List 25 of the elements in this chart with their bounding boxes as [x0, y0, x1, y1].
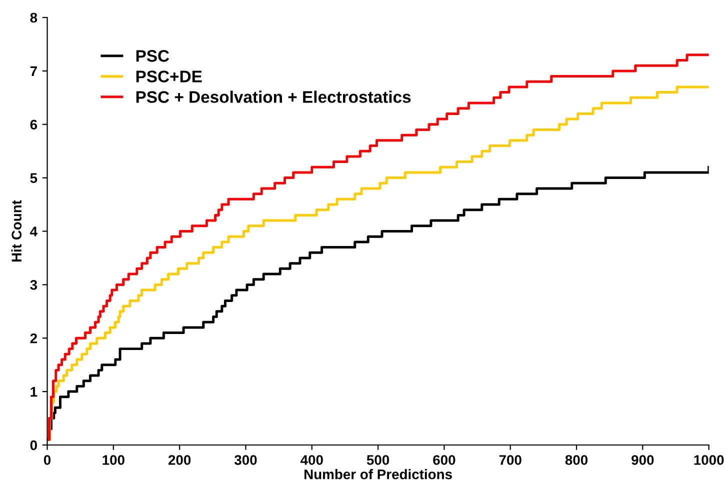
y-tick-label: 3 — [30, 280, 38, 290]
y-tick-label: 0 — [30, 440, 37, 450]
legend-label: PSC + Desolvation + Electrostatics — [136, 90, 411, 103]
x-tick-label: 0 — [44, 455, 51, 465]
legend-label: PSC+DE — [136, 70, 202, 82]
x-tick-label: 200 — [168, 455, 191, 465]
x-tick-label: 400 — [300, 455, 323, 465]
x-tick-label: 900 — [632, 455, 654, 465]
x-tick-label: 800 — [565, 455, 588, 465]
y-tick-label: 2 — [30, 333, 37, 344]
y-tick-label: 4 — [30, 226, 38, 236]
x-axis-title: Number of Predictions — [304, 469, 452, 480]
y-tick-label: 5 — [30, 173, 38, 183]
x-tick-label: 500 — [366, 455, 390, 465]
y-axis-title: Hit Count — [11, 200, 22, 262]
x-tick-label: 600 — [433, 455, 456, 465]
legend-label: PSC — [136, 50, 170, 62]
x-tick-label: 1000 — [694, 455, 724, 465]
x-tick-label: 100 — [102, 455, 124, 465]
x-tick-label: 300 — [234, 455, 257, 465]
x-tick-label: 700 — [499, 455, 522, 465]
y-tick-label: 8 — [30, 12, 38, 23]
y-tick-label: 7 — [30, 66, 37, 76]
y-tick-label: 1 — [30, 387, 38, 397]
y-tick-label: 6 — [30, 120, 38, 130]
